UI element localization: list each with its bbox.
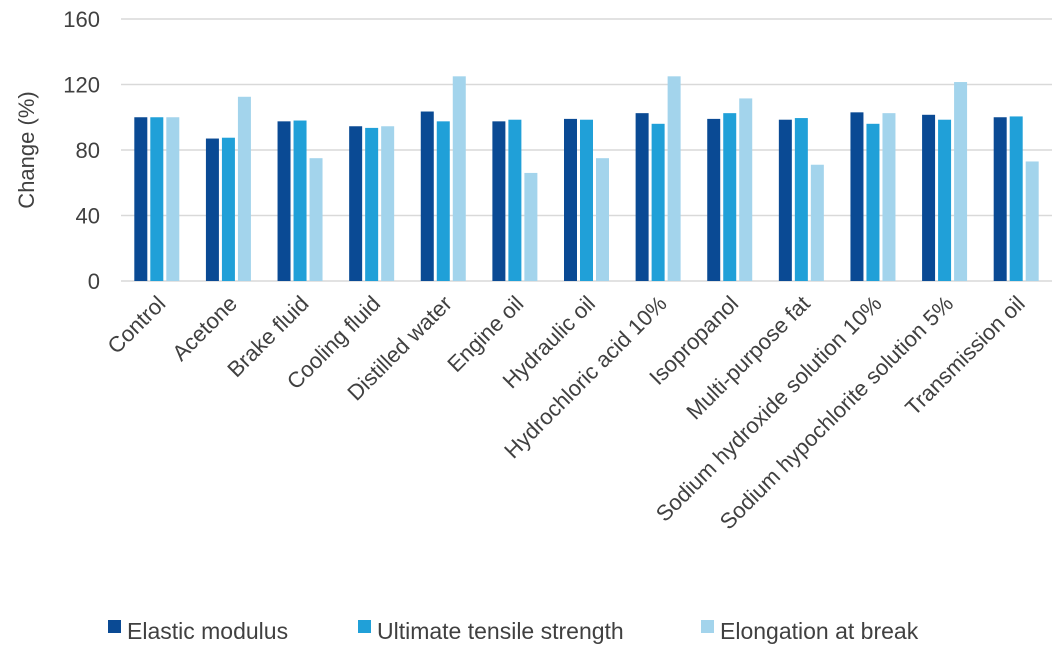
bar-elastic-modulus — [635, 113, 649, 281]
bar-elastic-modulus — [349, 126, 363, 281]
bar-ultimate-tensile-strength — [365, 127, 379, 281]
legend-label: Elastic modulus — [127, 618, 288, 644]
bar-elongation-at-break — [667, 76, 681, 281]
bar-elastic-modulus — [850, 112, 864, 282]
bar-elongation-at-break — [596, 158, 609, 281]
bar-ultimate-tensile-strength — [150, 117, 164, 281]
bar-elongation-at-break — [882, 113, 896, 281]
bar-elongation-at-break — [381, 126, 395, 281]
x-category-label: Acetone — [167, 291, 242, 366]
bar-elastic-modulus — [707, 118, 721, 281]
bar-ultimate-tensile-strength — [866, 123, 880, 281]
legend-swatch — [701, 620, 714, 633]
bar-elongation-at-break — [739, 98, 753, 281]
bar-elastic-modulus — [993, 117, 1007, 281]
bar-ultimate-tensile-strength — [938, 119, 952, 281]
y-axis-ticks: 0 40 80 120 160 — [63, 7, 100, 294]
bar-elongation-at-break — [1025, 161, 1039, 281]
y-tick-label: 120 — [63, 73, 100, 98]
legend: Elastic modulus Ultimate tensile strength… — [108, 618, 919, 644]
y-axis-title: Change (%) — [14, 91, 39, 208]
bar-elongation-at-break — [452, 76, 466, 281]
x-category-label: Multi-purpose fat — [681, 291, 815, 425]
bar-elastic-modulus — [420, 111, 434, 281]
y-tick-label: 80 — [76, 138, 100, 163]
bar-elongation-at-break — [309, 158, 323, 281]
bar-ultimate-tensile-strength — [651, 123, 665, 281]
bar-elongation-at-break — [524, 172, 538, 281]
legend-swatch — [358, 620, 371, 633]
y-tick-label: 160 — [63, 7, 100, 32]
bar-elastic-modulus — [922, 114, 936, 281]
legend-swatch — [108, 620, 121, 633]
bar-ultimate-tensile-strength — [221, 137, 235, 281]
bar-ultimate-tensile-strength — [580, 119, 593, 281]
bar-ultimate-tensile-strength — [508, 119, 522, 281]
bar-ultimate-tensile-strength — [794, 118, 808, 281]
bar-elongation-at-break — [810, 164, 824, 281]
bar-elongation-at-break — [237, 96, 251, 281]
bars — [134, 76, 1039, 282]
x-category-label: Control — [103, 291, 171, 359]
bar-ultimate-tensile-strength — [436, 121, 450, 281]
bar-elongation-at-break — [954, 82, 968, 281]
legend-label: Ultimate tensile strength — [377, 618, 624, 644]
y-tick-label: 40 — [76, 204, 100, 229]
y-tick-label: 0 — [88, 269, 100, 294]
bar-elastic-modulus — [134, 117, 148, 281]
bar-ultimate-tensile-strength — [293, 120, 307, 282]
bar-elastic-modulus — [492, 121, 506, 281]
bar-ultimate-tensile-strength — [723, 113, 737, 281]
legend-label: Elongation at break — [720, 618, 919, 644]
bar-ultimate-tensile-strength — [1009, 116, 1023, 282]
bar-elastic-modulus — [277, 121, 291, 281]
bar-elastic-modulus — [205, 138, 219, 281]
bar-elastic-modulus — [564, 118, 577, 281]
bar-elongation-at-break — [166, 117, 180, 281]
bar-elastic-modulus — [778, 119, 792, 281]
